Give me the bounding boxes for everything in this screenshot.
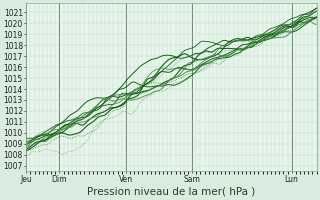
X-axis label: Pression niveau de la mer( hPa ): Pression niveau de la mer( hPa ) [87, 187, 256, 197]
